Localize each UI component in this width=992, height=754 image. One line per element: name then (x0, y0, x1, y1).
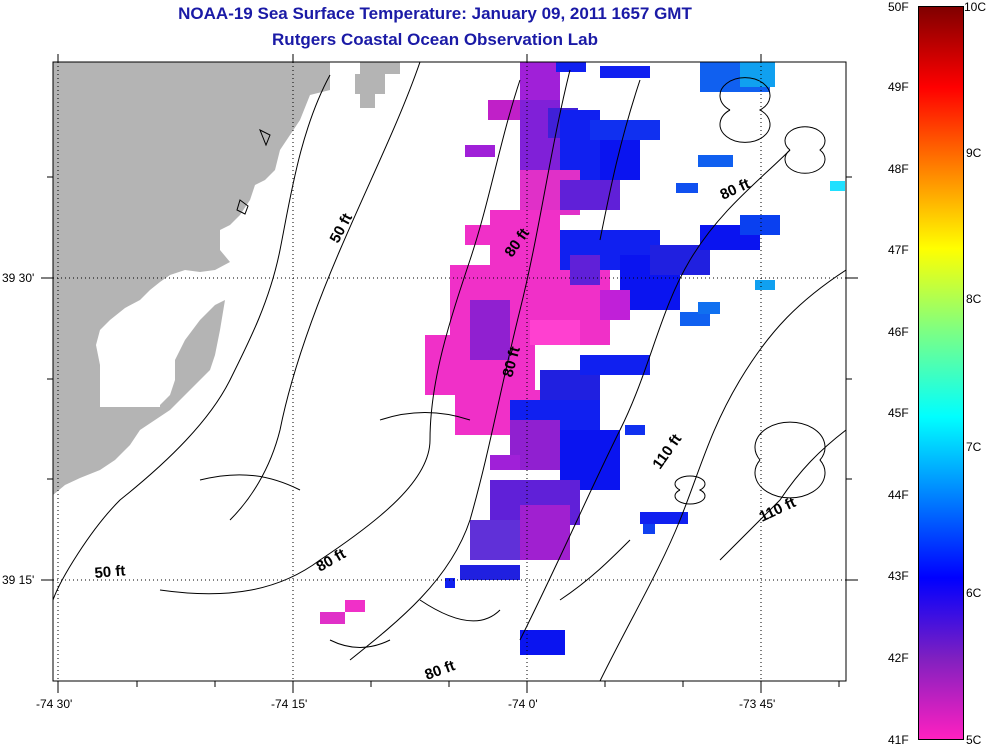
colorbar-f-label: 42F (888, 651, 909, 665)
map-title: NOAA-19 Sea Surface Temperature: January… (178, 4, 692, 23)
color-scale-bar (918, 6, 964, 740)
colorbar-f-label: 47F (888, 243, 909, 257)
colorbar-f-label: 44F (888, 488, 909, 502)
lat-tick-label: 39 30' (2, 271, 35, 285)
contour-label: 110 ft (757, 494, 799, 526)
map-subtitle: Rutgers Coastal Ocean Observation Lab (272, 30, 598, 49)
land-mass (53, 62, 400, 495)
lon-tick-label: -74 15' (271, 697, 308, 711)
colorbar-c-label: 10C (964, 0, 987, 14)
contour-label: 50 ft (94, 562, 126, 582)
colorbar-f-label: 48F (888, 162, 909, 176)
colorbar-f-label: 43F (888, 569, 909, 583)
colorbar-c-label: 6C (966, 586, 982, 600)
colorbar-f-label: 46F (888, 325, 909, 339)
colorbar-f-label: 50F (888, 0, 909, 14)
colorbar-f-label: 45F (888, 406, 909, 420)
colorbar-c-label: 7C (966, 440, 982, 454)
sst-pixels (320, 62, 845, 655)
colorbar-f-label: 41F (888, 733, 909, 747)
colorbar-c-label: 9C (966, 146, 982, 160)
contour-label: 80 ft (314, 545, 349, 575)
lon-tick-label: -73 45' (739, 697, 776, 711)
contour-label: 80 ft (423, 657, 458, 684)
colorbar-f-label: 49F (888, 80, 909, 94)
tick-marks (41, 54, 858, 693)
bathymetry-contours (53, 62, 846, 681)
contour-label: 50 ft (327, 211, 356, 246)
lon-tick-label: -74 30' (36, 697, 73, 711)
colorbar-c-label: 5C (966, 733, 982, 747)
lon-tick-label: -74 0' (508, 697, 538, 711)
lat-tick-label: 39 15' (2, 573, 35, 587)
colorbar-c-label: 8C (966, 292, 982, 306)
contour-label: 80 ft (718, 175, 753, 203)
contour-label: 110 ft (649, 431, 685, 472)
graticule (53, 62, 846, 681)
